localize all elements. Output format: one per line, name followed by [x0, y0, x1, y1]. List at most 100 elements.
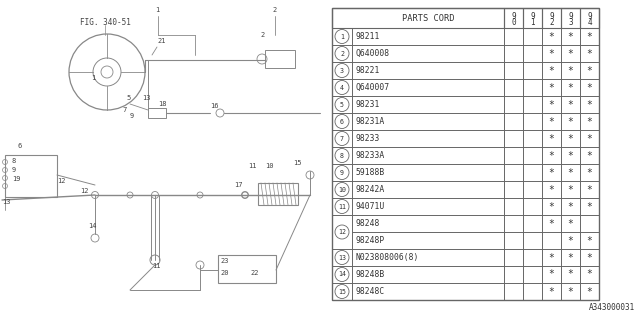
Bar — [561, 113, 580, 130]
Text: *: * — [587, 202, 593, 212]
Text: 11: 11 — [248, 163, 257, 169]
Bar — [561, 8, 580, 28]
Bar — [580, 283, 599, 300]
Bar — [332, 8, 599, 300]
Bar — [332, 198, 352, 215]
Text: FIG. 340-51: FIG. 340-51 — [79, 18, 131, 27]
Text: *: * — [587, 252, 593, 262]
Bar — [542, 232, 561, 249]
Bar — [218, 255, 276, 283]
Text: 98221: 98221 — [356, 66, 380, 75]
Text: *: * — [587, 286, 593, 297]
Text: 4: 4 — [340, 84, 344, 91]
Text: 98233A: 98233A — [356, 151, 385, 160]
Text: 9: 9 — [12, 167, 16, 173]
Text: *: * — [587, 83, 593, 92]
Text: 11: 11 — [152, 263, 161, 269]
Bar — [561, 130, 580, 147]
Text: 98248: 98248 — [356, 219, 380, 228]
Bar — [561, 283, 580, 300]
Text: 11: 11 — [338, 204, 346, 210]
Text: 17: 17 — [234, 182, 243, 188]
Bar — [504, 79, 523, 96]
Bar — [542, 164, 561, 181]
Bar — [352, 232, 504, 249]
Bar — [542, 45, 561, 62]
Bar — [523, 215, 542, 232]
Bar — [504, 164, 523, 181]
Bar — [352, 96, 504, 113]
Bar — [352, 62, 504, 79]
Text: *: * — [548, 49, 554, 59]
Bar — [561, 198, 580, 215]
Text: *: * — [568, 49, 573, 59]
Text: *: * — [587, 49, 593, 59]
Bar — [542, 130, 561, 147]
Bar — [352, 283, 504, 300]
Bar — [542, 249, 561, 266]
Bar — [504, 113, 523, 130]
Bar — [542, 79, 561, 96]
Text: 9: 9 — [587, 12, 592, 20]
Text: *: * — [548, 133, 554, 143]
Text: 98231A: 98231A — [356, 117, 385, 126]
Text: *: * — [548, 286, 554, 297]
Bar — [352, 79, 504, 96]
Text: *: * — [548, 83, 554, 92]
Bar — [523, 62, 542, 79]
Bar — [523, 164, 542, 181]
Bar — [542, 96, 561, 113]
Bar — [542, 62, 561, 79]
Bar — [332, 45, 352, 62]
Bar — [561, 45, 580, 62]
Text: 22: 22 — [250, 270, 259, 276]
Text: *: * — [568, 116, 573, 126]
Bar — [580, 130, 599, 147]
Text: 12: 12 — [338, 229, 346, 235]
Bar — [580, 266, 599, 283]
Bar — [580, 28, 599, 45]
Text: *: * — [587, 269, 593, 279]
Bar — [561, 164, 580, 181]
Bar — [504, 28, 523, 45]
Text: *: * — [548, 252, 554, 262]
Bar — [258, 183, 298, 205]
Bar — [332, 283, 352, 300]
Bar — [542, 28, 561, 45]
Text: 59188B: 59188B — [356, 168, 385, 177]
Bar — [504, 266, 523, 283]
Text: 3: 3 — [340, 68, 344, 74]
Text: *: * — [548, 66, 554, 76]
Bar — [523, 45, 542, 62]
Bar — [352, 147, 504, 164]
Text: 9: 9 — [549, 12, 554, 20]
Bar — [332, 130, 352, 147]
Text: 14: 14 — [338, 271, 346, 277]
Bar — [542, 283, 561, 300]
Bar — [580, 113, 599, 130]
Text: 2: 2 — [260, 32, 264, 38]
Text: *: * — [568, 219, 573, 228]
Bar — [580, 147, 599, 164]
Text: *: * — [548, 269, 554, 279]
Text: 2: 2 — [272, 7, 276, 13]
Text: 7: 7 — [340, 135, 344, 141]
Bar — [332, 266, 352, 283]
Text: 2: 2 — [340, 51, 344, 57]
Text: *: * — [568, 83, 573, 92]
Text: 9: 9 — [568, 12, 573, 20]
Bar — [352, 266, 504, 283]
Bar — [580, 164, 599, 181]
Bar — [352, 249, 504, 266]
Bar — [504, 181, 523, 198]
Bar — [332, 249, 352, 266]
Bar — [580, 249, 599, 266]
Text: *: * — [587, 31, 593, 42]
Text: 9: 9 — [130, 113, 134, 119]
Text: 5: 5 — [126, 95, 131, 101]
Text: 98231: 98231 — [356, 100, 380, 109]
Text: A343000031: A343000031 — [589, 303, 635, 312]
Text: *: * — [548, 100, 554, 109]
Text: 3: 3 — [568, 18, 573, 27]
Bar — [504, 62, 523, 79]
